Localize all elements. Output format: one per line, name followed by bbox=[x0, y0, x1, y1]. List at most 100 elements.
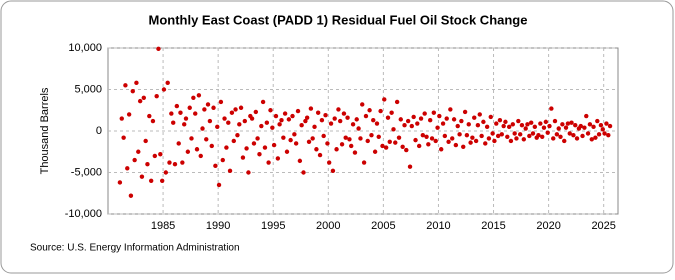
point bbox=[437, 113, 442, 119]
point bbox=[514, 136, 519, 141]
point bbox=[606, 132, 611, 138]
point bbox=[540, 134, 545, 140]
point bbox=[253, 109, 259, 115]
point bbox=[251, 141, 257, 146]
point bbox=[503, 119, 508, 125]
point bbox=[585, 131, 591, 136]
point bbox=[543, 119, 549, 125]
point bbox=[492, 138, 497, 144]
point bbox=[207, 118, 213, 124]
point bbox=[501, 123, 506, 129]
point bbox=[499, 132, 504, 137]
point bbox=[189, 136, 194, 141]
point bbox=[240, 155, 246, 160]
point bbox=[158, 152, 163, 157]
point bbox=[326, 160, 332, 165]
point bbox=[508, 138, 514, 144]
point bbox=[545, 130, 550, 135]
point bbox=[378, 108, 383, 114]
point bbox=[393, 140, 398, 145]
point bbox=[596, 132, 602, 137]
point bbox=[444, 116, 449, 121]
point bbox=[242, 118, 248, 124]
point bbox=[510, 122, 516, 127]
point bbox=[266, 160, 271, 165]
point bbox=[152, 153, 158, 159]
point bbox=[439, 147, 444, 152]
point bbox=[183, 116, 189, 121]
point bbox=[488, 114, 493, 120]
point bbox=[182, 122, 187, 127]
point bbox=[312, 124, 317, 130]
point bbox=[268, 108, 273, 113]
point bbox=[306, 139, 312, 144]
point bbox=[117, 180, 123, 185]
point bbox=[143, 138, 148, 144]
point bbox=[315, 110, 321, 115]
point bbox=[422, 111, 427, 116]
point bbox=[529, 120, 534, 125]
point bbox=[156, 46, 161, 52]
point bbox=[521, 137, 527, 142]
point bbox=[519, 122, 525, 128]
point bbox=[349, 143, 354, 149]
point bbox=[400, 144, 405, 149]
point bbox=[125, 166, 130, 171]
point bbox=[558, 134, 563, 140]
x-tick-label: 1990 bbox=[206, 220, 230, 232]
point bbox=[389, 110, 394, 115]
point bbox=[595, 118, 600, 124]
point bbox=[121, 135, 126, 140]
point bbox=[409, 123, 414, 129]
point bbox=[339, 142, 345, 147]
point bbox=[415, 121, 420, 126]
point bbox=[416, 143, 422, 149]
point bbox=[382, 97, 387, 102]
point bbox=[538, 121, 543, 126]
point bbox=[440, 121, 446, 126]
point bbox=[418, 116, 424, 121]
point bbox=[369, 132, 374, 138]
point bbox=[235, 132, 240, 138]
point bbox=[429, 136, 435, 141]
point bbox=[431, 110, 437, 115]
point bbox=[176, 141, 181, 146]
point bbox=[483, 141, 488, 146]
point bbox=[163, 170, 169, 175]
point bbox=[453, 142, 459, 148]
point bbox=[512, 131, 517, 136]
point bbox=[475, 122, 481, 128]
point bbox=[281, 135, 286, 140]
point bbox=[516, 118, 521, 124]
point bbox=[350, 122, 356, 127]
point bbox=[128, 193, 134, 198]
point bbox=[262, 145, 268, 150]
point bbox=[413, 137, 418, 143]
point bbox=[259, 123, 264, 129]
point bbox=[490, 131, 495, 136]
point bbox=[427, 118, 433, 123]
point bbox=[470, 135, 475, 140]
point bbox=[172, 162, 178, 167]
point bbox=[123, 83, 128, 88]
point bbox=[321, 133, 326, 139]
point bbox=[271, 142, 277, 148]
point bbox=[450, 136, 455, 141]
point bbox=[552, 118, 558, 124]
point bbox=[332, 116, 337, 121]
point bbox=[325, 141, 330, 146]
point bbox=[358, 136, 363, 141]
point bbox=[227, 168, 233, 174]
point bbox=[541, 125, 547, 130]
point bbox=[424, 134, 429, 140]
point bbox=[536, 132, 541, 138]
point bbox=[374, 121, 380, 126]
point bbox=[260, 99, 266, 105]
point bbox=[286, 117, 292, 122]
point bbox=[396, 135, 402, 140]
point bbox=[435, 125, 440, 130]
point bbox=[372, 149, 378, 154]
point bbox=[554, 132, 560, 137]
source: Source: U.S. Energy Information Administ… bbox=[30, 243, 240, 254]
point bbox=[411, 114, 416, 120]
